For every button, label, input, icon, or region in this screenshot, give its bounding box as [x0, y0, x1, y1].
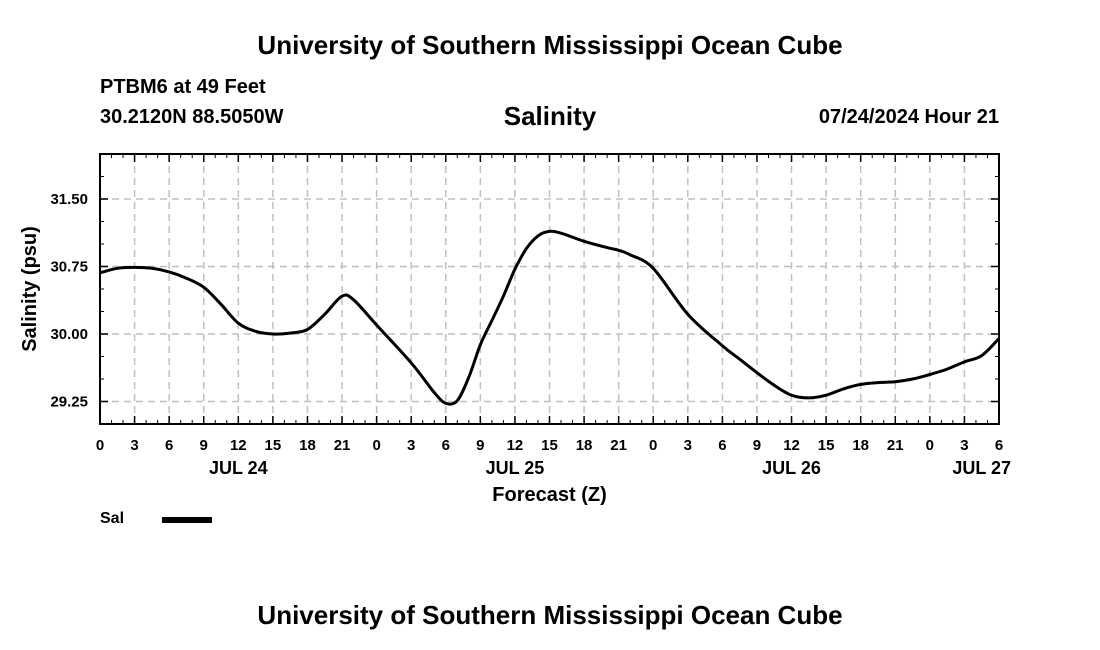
- x-tick-label: 6: [718, 437, 726, 454]
- x-tick-label: 12: [783, 437, 800, 454]
- y-tick-label: 29.25: [50, 394, 88, 411]
- x-tick-label: 0: [926, 437, 934, 454]
- series-line-sal: [99, 229, 1001, 406]
- legend-line-swatch: [162, 517, 212, 523]
- x-tick-label: 21: [334, 437, 351, 454]
- x-tick-label: 6: [442, 437, 450, 454]
- x-tick-label: 6: [995, 437, 1003, 454]
- y-tick-label: 31.50: [50, 191, 88, 208]
- x-tick-label: 21: [887, 437, 904, 454]
- station-coordinates: 30.2120N 88.5050W: [100, 106, 284, 128]
- x-tick-label: 3: [684, 437, 692, 454]
- forecast-run-time: 07/24/2024 Hour 21: [818, 106, 999, 128]
- x-axis-label: Forecast (Z): [492, 484, 606, 506]
- x-tick-label: 12: [507, 437, 524, 454]
- x-tick-label: 3: [407, 437, 415, 454]
- x-tick-label: 9: [753, 437, 761, 454]
- y-tick-label: 30.75: [50, 259, 88, 276]
- date-label: JUL 26: [762, 458, 821, 478]
- x-tick-label: 3: [960, 437, 968, 454]
- plot-frame: [99, 153, 1000, 425]
- x-tick-label: 15: [541, 437, 558, 454]
- x-tick-label: 12: [230, 437, 247, 454]
- date-label: JUL 27: [952, 458, 1011, 478]
- y-axis-label: Salinity (psu): [19, 226, 41, 352]
- date-label: JUL 24: [209, 458, 268, 478]
- x-tick-label: 15: [265, 437, 282, 454]
- y-tick-label: 30.00: [50, 326, 88, 343]
- x-tick-label: 0: [372, 437, 380, 454]
- x-tick-label: 0: [96, 437, 104, 454]
- x-tick-label: 15: [818, 437, 835, 454]
- x-tick-label: 18: [852, 437, 869, 454]
- top-title: University of Southern Mississippi Ocean…: [257, 30, 843, 60]
- x-tick-label: 9: [476, 437, 484, 454]
- chart-title: Salinity: [503, 101, 597, 131]
- x-tick-label: 18: [576, 437, 593, 454]
- x-tick-label: 18: [299, 437, 316, 454]
- legend-label: Sal: [100, 510, 125, 527]
- x-tick-label: 21: [610, 437, 627, 454]
- x-tick-label: 6: [165, 437, 173, 454]
- x-tick-label: 0: [649, 437, 657, 454]
- station-label: PTBM6 at 49 Feet: [100, 76, 266, 98]
- x-tick-label: 9: [200, 437, 208, 454]
- date-label: JUL 25: [486, 458, 545, 478]
- x-tick-label: 3: [130, 437, 138, 454]
- bottom-title: University of Southern Mississippi Ocean…: [257, 600, 843, 630]
